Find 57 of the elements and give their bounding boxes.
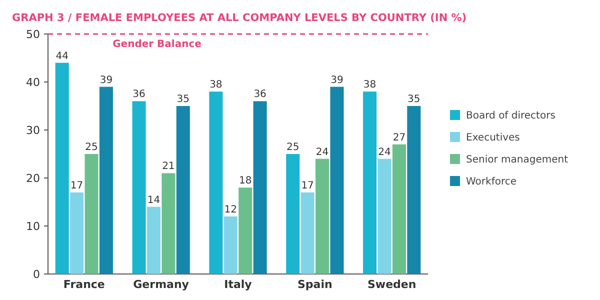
y-tick-label: 0 xyxy=(33,268,40,281)
bar xyxy=(224,216,238,274)
bar xyxy=(316,158,330,274)
x-tick-label: Sweden xyxy=(367,278,416,291)
ref-line-label: Gender Balance xyxy=(112,39,202,50)
data-label: 44 xyxy=(56,50,68,62)
data-label: 14 xyxy=(147,194,160,206)
bar xyxy=(84,154,98,274)
data-label: 35 xyxy=(408,94,420,105)
y-tick-label: 10 xyxy=(26,220,40,233)
data-label: 21 xyxy=(162,161,175,172)
bar xyxy=(253,101,267,274)
bar xyxy=(176,106,190,274)
data-label: 17 xyxy=(70,180,84,192)
bar xyxy=(407,106,421,274)
data-label: 39 xyxy=(100,74,113,86)
x-tick-label: Italy xyxy=(224,278,252,291)
data-label: 25 xyxy=(85,142,98,153)
y-tick-label: 20 xyxy=(26,172,40,185)
legend-label: Workforce xyxy=(466,176,517,188)
y-tick-label: 30 xyxy=(26,124,40,137)
data-label: 36 xyxy=(254,89,266,100)
x-tick-label: France xyxy=(63,278,105,291)
legend-label: Executives xyxy=(466,132,520,144)
legend-label: Senior management xyxy=(466,154,568,166)
data-label: 17 xyxy=(301,180,314,192)
bar xyxy=(132,101,146,274)
data-label: 39 xyxy=(330,74,344,86)
y-tick-label: 50 xyxy=(26,28,40,41)
x-tick-label: Germany xyxy=(133,278,189,291)
data-label: 18 xyxy=(238,176,252,187)
bar xyxy=(146,206,160,274)
bar xyxy=(55,62,69,274)
data-label: 24 xyxy=(378,146,391,158)
y-tick-label: 40 xyxy=(26,76,40,89)
data-label: 35 xyxy=(176,94,190,105)
bar xyxy=(300,192,314,274)
chart-title: GRAPH 3 / FEMALE EMPLOYEES AT ALL COMPANY LEVELS BY COUNTRY (IN %) xyxy=(12,12,467,24)
legend-label: Board of directors xyxy=(466,110,556,122)
bar xyxy=(330,86,344,274)
x-tick-label: Spain xyxy=(298,278,332,291)
bar xyxy=(162,173,176,274)
data-label: 12 xyxy=(224,204,238,216)
bar xyxy=(99,86,113,274)
data-label: 27 xyxy=(392,132,406,144)
bar xyxy=(378,158,392,274)
bar xyxy=(209,92,223,274)
data-label: 25 xyxy=(286,142,300,153)
bar xyxy=(392,144,406,274)
bar xyxy=(286,154,300,274)
data-label: 24 xyxy=(316,146,329,158)
data-label: 36 xyxy=(132,89,146,100)
data-label: 38 xyxy=(363,80,376,91)
data-label: 38 xyxy=(210,80,222,91)
bar xyxy=(238,188,252,274)
bar xyxy=(70,192,84,274)
bar xyxy=(363,92,377,274)
